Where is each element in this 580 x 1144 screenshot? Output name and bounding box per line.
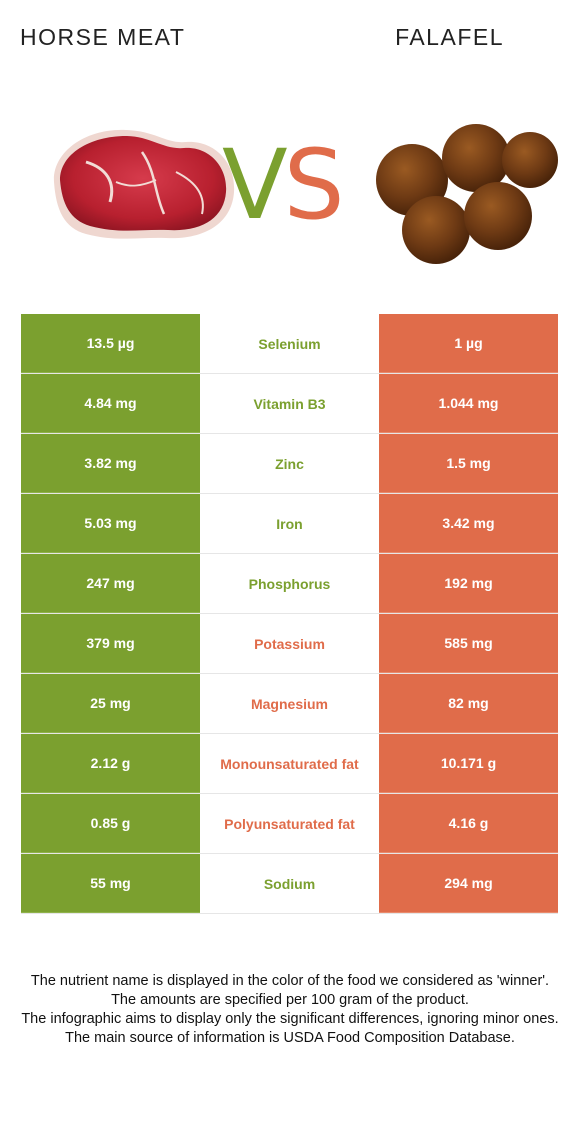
- footer-notes: The nutrient name is displayed in the co…: [20, 972, 560, 1048]
- horse-meat-image: [53, 129, 235, 239]
- right-value: 192 mg: [379, 554, 558, 613]
- table-row: 4.84 mg Vitamin B3 1.044 mg: [21, 374, 558, 434]
- falafel-image: [376, 124, 558, 264]
- footer-line-3: The infographic aims to display only the…: [21, 1011, 559, 1027]
- table-row: 2.12 g Monounsaturated fat 10.171 g: [21, 734, 558, 794]
- left-value: 5.03 mg: [21, 494, 200, 553]
- left-value: 3.82 mg: [21, 434, 200, 493]
- left-value: 25 mg: [21, 674, 200, 733]
- nutrient-name: Magnesium: [200, 674, 379, 733]
- table-row: 379 mg Potassium 585 mg: [21, 614, 558, 674]
- right-value: 1.044 mg: [379, 374, 558, 433]
- right-value: 3.42 mg: [379, 494, 558, 553]
- nutrient-table: 13.5 µg Selenium 1 µg 4.84 mg Vitamin B3 1.04…: [21, 314, 558, 914]
- table-row: 247 mg Phosphorus 192 mg: [21, 554, 558, 614]
- table-row: 0.85 g Polyunsaturated fat 4.16 g: [21, 794, 558, 854]
- right-value: 585 mg: [379, 614, 558, 673]
- nutrient-name: Potassium: [200, 614, 379, 673]
- right-value: 1 µg: [379, 314, 558, 373]
- nutrient-name: Iron: [200, 494, 379, 553]
- left-value: 379 mg: [21, 614, 200, 673]
- nutrient-name: Zinc: [200, 434, 379, 493]
- nutrient-name: Selenium: [200, 314, 379, 373]
- left-value: 13.5 µg: [21, 314, 200, 373]
- vs-label: VS: [222, 129, 345, 241]
- right-value: 4.16 g: [379, 794, 558, 853]
- right-value: 1.5 mg: [379, 434, 558, 493]
- left-food-title: HORSE MEAT: [20, 24, 186, 50]
- left-value: 247 mg: [21, 554, 200, 613]
- table-row: 3.82 mg Zinc 1.5 mg: [21, 434, 558, 494]
- nutrient-name: Monounsaturated fat: [200, 734, 379, 793]
- right-value: 82 mg: [379, 674, 558, 733]
- footer-line-4: The main source of information is USDA F…: [65, 1030, 515, 1046]
- left-value: 0.85 g: [21, 794, 200, 853]
- table-row: 55 mg Sodium 294 mg: [21, 854, 558, 914]
- nutrient-name: Vitamin B3: [200, 374, 379, 433]
- table-row: 25 mg Magnesium 82 mg: [21, 674, 558, 734]
- vs-s: S: [283, 129, 345, 241]
- left-value: 2.12 g: [21, 734, 200, 793]
- nutrient-name: Polyunsaturated fat: [200, 794, 379, 853]
- left-value: 55 mg: [21, 854, 200, 913]
- right-value: 10.171 g: [379, 734, 558, 793]
- table-row: 5.03 mg Iron 3.42 mg: [21, 494, 558, 554]
- nutrient-name: Phosphorus: [200, 554, 379, 613]
- table-row: 13.5 µg Selenium 1 µg: [21, 314, 558, 374]
- right-food-title: FALAFEL: [395, 24, 504, 50]
- footer-line-1: The nutrient name is displayed in the co…: [30, 973, 550, 989]
- footer-line-2: The amounts are specified per 100 gram o…: [111, 992, 469, 1008]
- nutrient-name: Sodium: [200, 854, 379, 913]
- vs-v: V: [222, 129, 288, 241]
- right-value: 294 mg: [379, 854, 558, 913]
- left-value: 4.84 mg: [21, 374, 200, 433]
